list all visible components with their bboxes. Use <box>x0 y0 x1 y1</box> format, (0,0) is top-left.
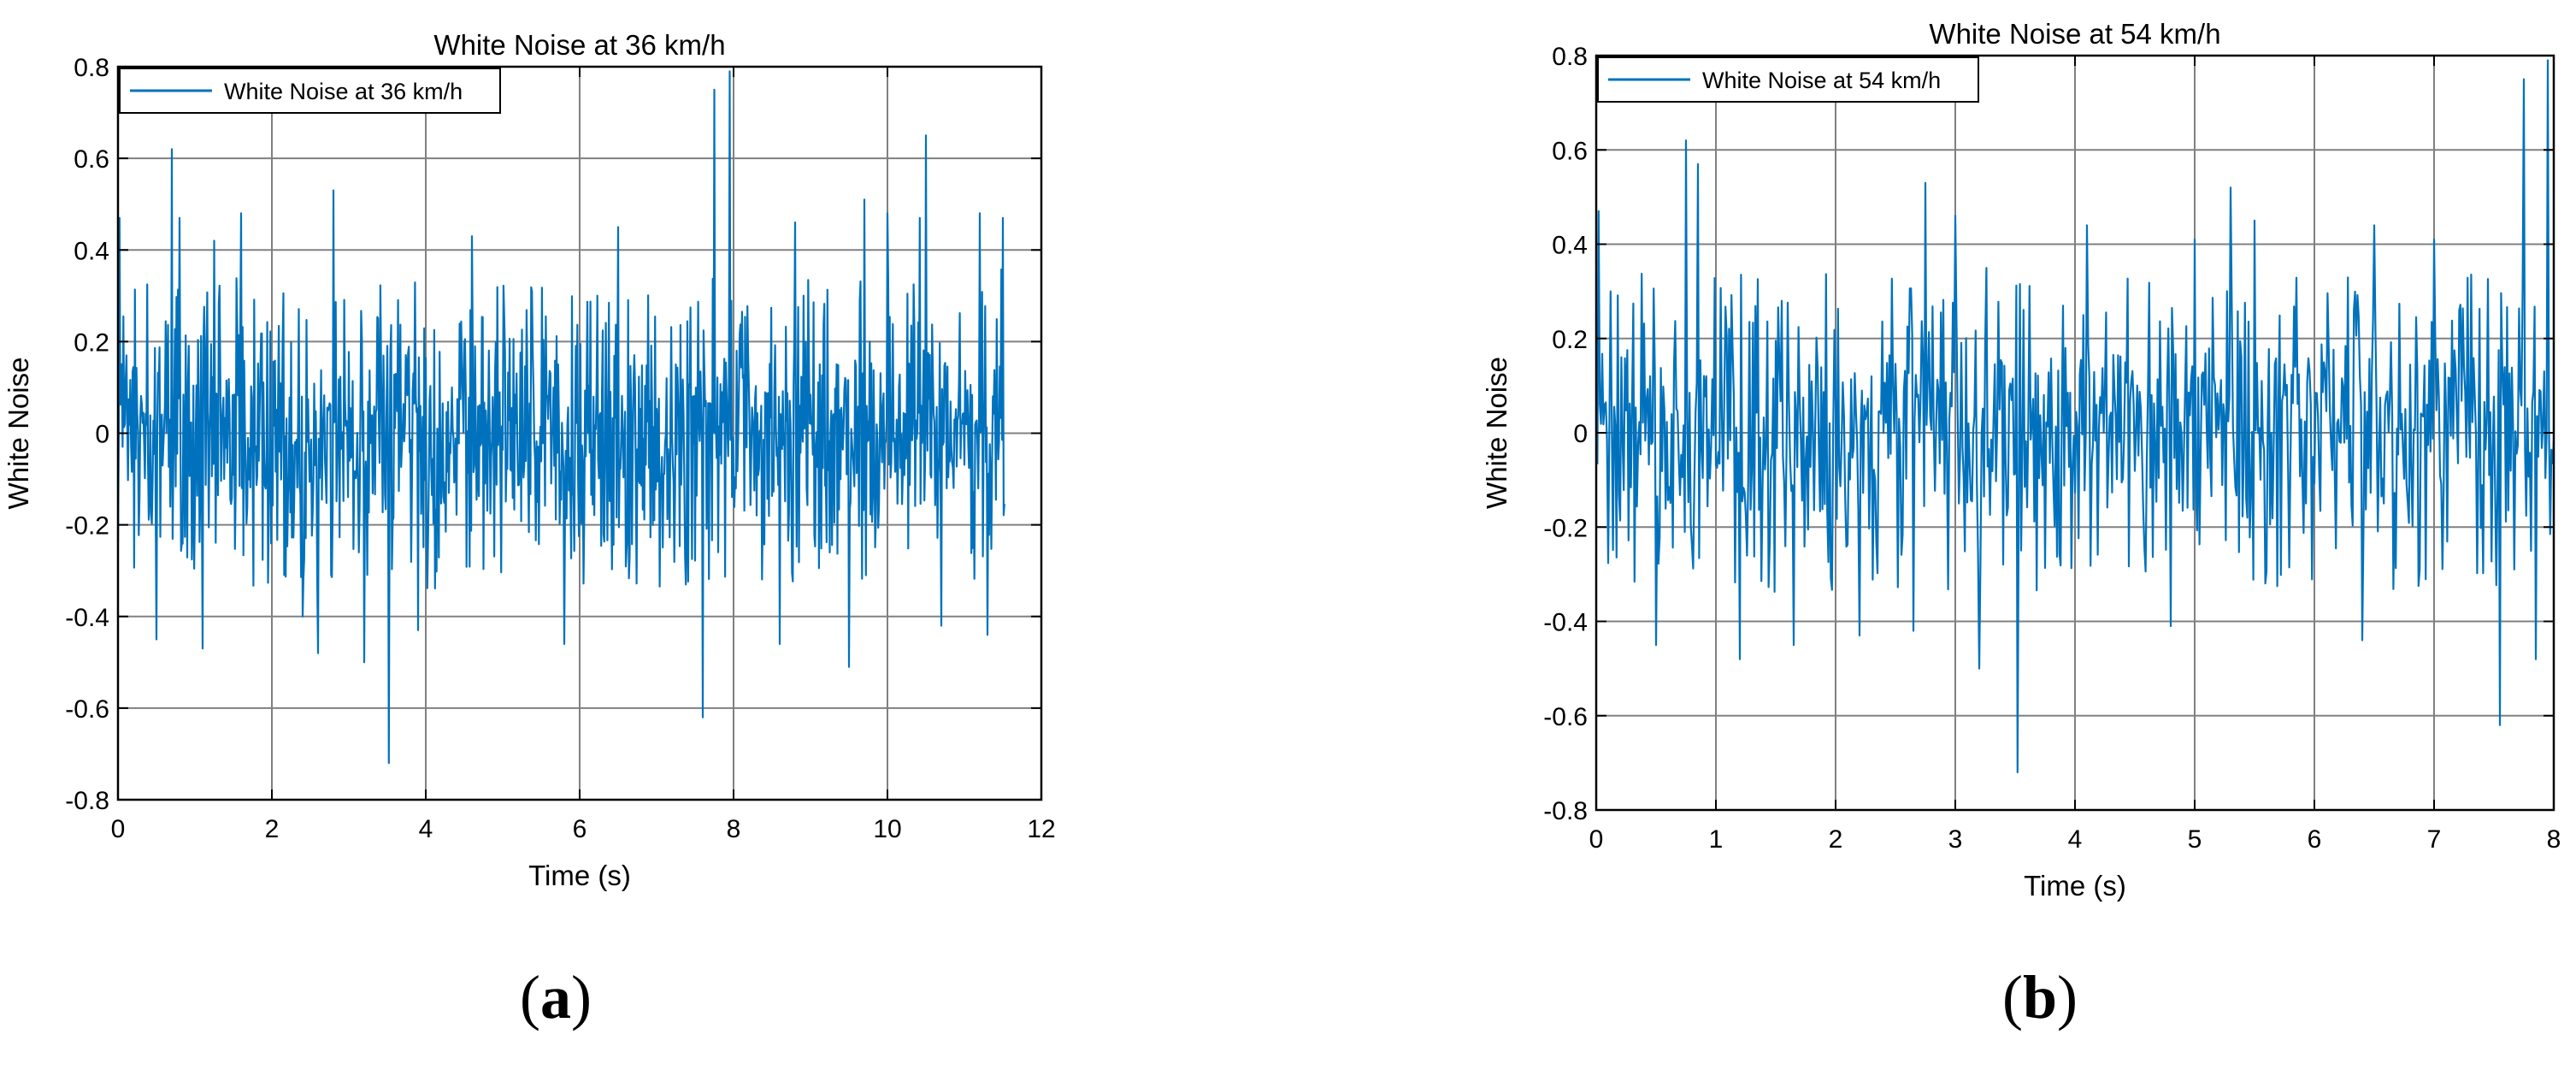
x-tick-label: 10 <box>873 815 901 843</box>
x-tick-label: 5 <box>2188 825 2202 854</box>
y-tick-label: 0.4 <box>1552 232 1588 260</box>
y-tick-label: -0.2 <box>1543 514 1588 542</box>
x-tick-label: 1 <box>1709 825 1724 854</box>
y-tick-label: 0.4 <box>74 237 109 265</box>
y-tick-label: 0.6 <box>74 145 109 174</box>
y-tick-label: -0.8 <box>1543 797 1588 825</box>
panel-caption-b: (b) <box>2001 963 2078 1032</box>
y-tick-label: 0.2 <box>74 328 109 357</box>
panel-letter-b: b <box>2022 963 2058 1032</box>
y-tick-label: -0.2 <box>65 512 109 541</box>
x-tick-label: 8 <box>2547 825 2561 854</box>
x-tick-label: 3 <box>1948 825 1963 854</box>
chart-panel-a: 0 2 4 6 8 10 12 -0.8 -0.6 -0.4 -0.2 0 0.2 0.4 0.6 0.8 Wh… <box>3 29 1056 891</box>
series-line <box>116 70 1005 765</box>
x-tick-label: 2 <box>265 815 280 843</box>
y-tick-label: -0.4 <box>65 604 109 632</box>
x-tick-label: 4 <box>419 815 433 843</box>
x-tick-label: 7 <box>2427 825 2442 854</box>
x-tick-label: 0 <box>1589 825 1604 854</box>
y-tick-label: 0 <box>1573 420 1588 448</box>
y-tick-label: -0.4 <box>1543 609 1588 637</box>
y-tick-label: 0.8 <box>74 54 109 82</box>
chart-title: White Noise at 36 km/h <box>433 29 725 61</box>
y-axis-label: White Noise <box>1481 357 1512 509</box>
y-axis-label: White Noise <box>3 358 34 510</box>
x-tick-label: 12 <box>1027 815 1055 843</box>
x-tick-label: 4 <box>2068 825 2083 854</box>
y-tick-label: 0 <box>95 421 109 449</box>
y-tick-label: -0.8 <box>65 787 109 815</box>
x-tick-label: 8 <box>727 815 741 843</box>
x-tick-label: 2 <box>1829 825 1843 854</box>
y-tick-label: 0.8 <box>1552 43 1588 71</box>
panel-caption-a: (a) <box>520 963 592 1032</box>
legend: White Noise at 54 km/h <box>1597 56 1979 103</box>
x-tick-label: 6 <box>573 815 587 843</box>
y-tick-label: -0.6 <box>1543 703 1588 731</box>
x-axis-label: Time (s) <box>528 860 631 891</box>
chart-title: White Noise at 54 km/h <box>1929 18 2220 50</box>
y-tick-label: 0.6 <box>1552 137 1588 165</box>
series-line <box>1595 59 2555 773</box>
panel-letter-a: a <box>540 963 571 1032</box>
legend: White Noise at 36 km/h <box>119 68 501 114</box>
x-tick-label: 6 <box>2308 825 2322 854</box>
x-axis-label: Time (s) <box>2024 870 2126 902</box>
y-tick-label: -0.6 <box>65 695 109 724</box>
y-tick-label: 0.2 <box>1552 326 1588 354</box>
legend-label: White Noise at 36 km/h <box>224 79 463 104</box>
chart-panel-b: 0 1 2 3 4 5 6 7 8 -0.8 -0.6 -0.4 -0.2 0 0.2 0.4 0.6 0.8 Wh… <box>1481 18 2561 902</box>
x-tick-label: 0 <box>111 815 126 843</box>
legend-label: White Noise at 54 km/h <box>1702 68 1941 93</box>
